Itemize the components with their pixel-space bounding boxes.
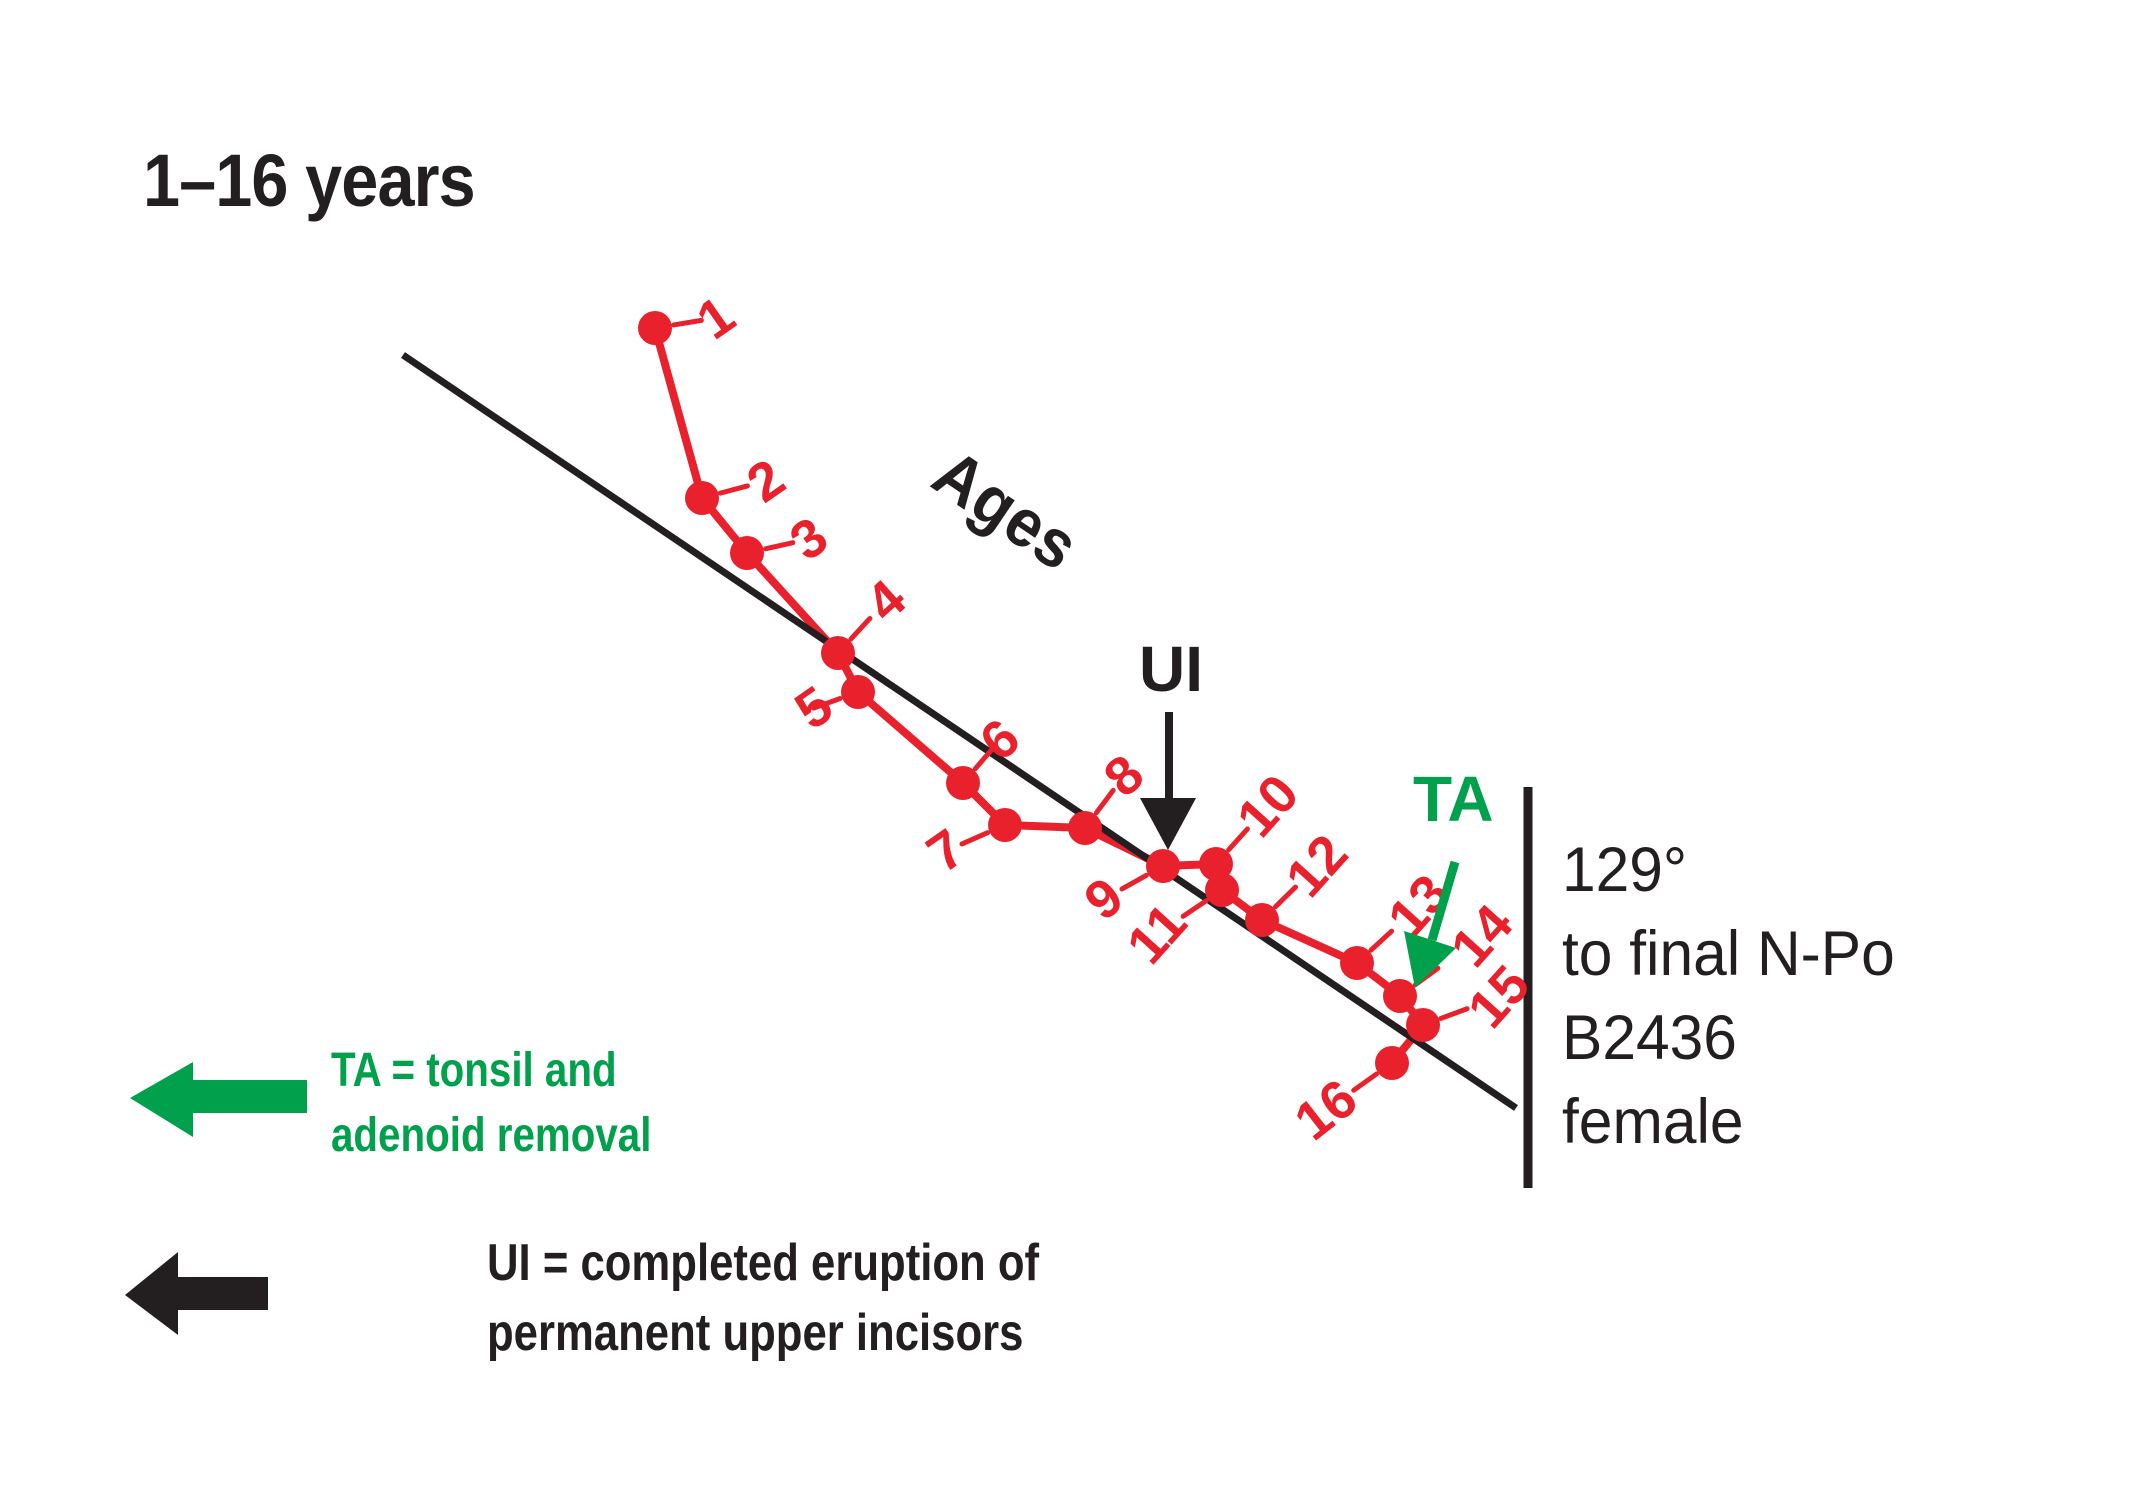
age-2-point bbox=[685, 481, 719, 515]
age-13-point bbox=[1340, 946, 1374, 980]
figure-title: 1–16 years bbox=[143, 139, 476, 222]
age-8-leader-tick bbox=[1093, 787, 1116, 816]
case-number: B2436 bbox=[1562, 1003, 1737, 1073]
age-15-point bbox=[1406, 1008, 1440, 1042]
age-11-point bbox=[1205, 873, 1239, 907]
age-7-label: 7 bbox=[916, 818, 975, 884]
ui-legend-line-1: UI = completed eruption of bbox=[487, 1234, 1040, 1292]
age-10-leader-tick bbox=[1226, 826, 1250, 853]
age-5-point bbox=[841, 675, 875, 709]
left-arrow-icon bbox=[130, 1062, 307, 1137]
age-16-point bbox=[1375, 1046, 1409, 1080]
age-8-point bbox=[1068, 811, 1102, 845]
age-9-label: 9 bbox=[1074, 866, 1135, 932]
age-2-leader-tick bbox=[717, 483, 750, 496]
age-3-label: 3 bbox=[779, 506, 838, 572]
age-14-point bbox=[1383, 979, 1417, 1013]
age-16-label: 16 bbox=[1284, 1068, 1368, 1152]
age-1-point bbox=[638, 311, 672, 345]
ui-arrow-head bbox=[1140, 798, 1196, 850]
age-1-label: 1 bbox=[686, 285, 745, 351]
ta-arrow-head bbox=[1404, 931, 1456, 988]
case-sex: female bbox=[1562, 1087, 1744, 1157]
age-4-point bbox=[821, 636, 855, 670]
age-3-leader-tick bbox=[763, 540, 796, 552]
age-4-leader-tick bbox=[848, 615, 873, 642]
age-7-point bbox=[988, 808, 1022, 842]
age-16-leader-tick bbox=[1351, 1071, 1380, 1093]
age-7-leader-tick bbox=[959, 830, 991, 847]
age-11-label: 11 bbox=[1116, 893, 1199, 976]
age-5-leader-tick bbox=[811, 695, 843, 711]
reference-baseline bbox=[401, 352, 1518, 1111]
age-9-leader-tick bbox=[1119, 872, 1149, 892]
age-12-leader-tick bbox=[1273, 884, 1299, 910]
ta-arrow-shaft bbox=[1427, 860, 1460, 942]
ta-annotation-label: TA bbox=[1413, 763, 1494, 835]
ui-legend-line-2: permanent upper incisors bbox=[487, 1304, 1024, 1362]
ui-annotation-label: UI bbox=[1139, 633, 1203, 705]
age-10-point bbox=[1199, 847, 1233, 881]
measurement-reference: to final N-Po bbox=[1562, 919, 1895, 989]
left-arrow-icon bbox=[125, 1252, 268, 1335]
age-3-point bbox=[730, 536, 764, 570]
ta-legend-line-1: TA = tonsil and bbox=[331, 1044, 617, 1097]
age-9-point bbox=[1146, 849, 1180, 883]
age-5-label: 5 bbox=[784, 675, 843, 741]
measurement-angle: 129° bbox=[1562, 835, 1688, 905]
age-6-point bbox=[946, 766, 980, 800]
growth-polyline bbox=[651, 324, 1427, 1067]
ui-legend-text: UI = completed eruption of permanent upp… bbox=[487, 1228, 1039, 1368]
ta-legend-text: TA = tonsil and adenoid removal bbox=[331, 1038, 651, 1168]
age-12-point bbox=[1245, 903, 1279, 937]
age-11-leader-tick bbox=[1180, 898, 1209, 919]
age-1-leader-tick bbox=[671, 317, 704, 328]
age-15-leader-tick bbox=[1438, 1006, 1470, 1021]
age-6-leader-tick bbox=[972, 744, 997, 772]
measurement-text-block: 129° to final N-Po B2436 female bbox=[1562, 828, 1895, 1164]
ta-legend-line-2: adenoid removal bbox=[331, 1109, 652, 1162]
age-13-leader-tick bbox=[1368, 928, 1395, 953]
age-2-label: 2 bbox=[736, 448, 795, 514]
